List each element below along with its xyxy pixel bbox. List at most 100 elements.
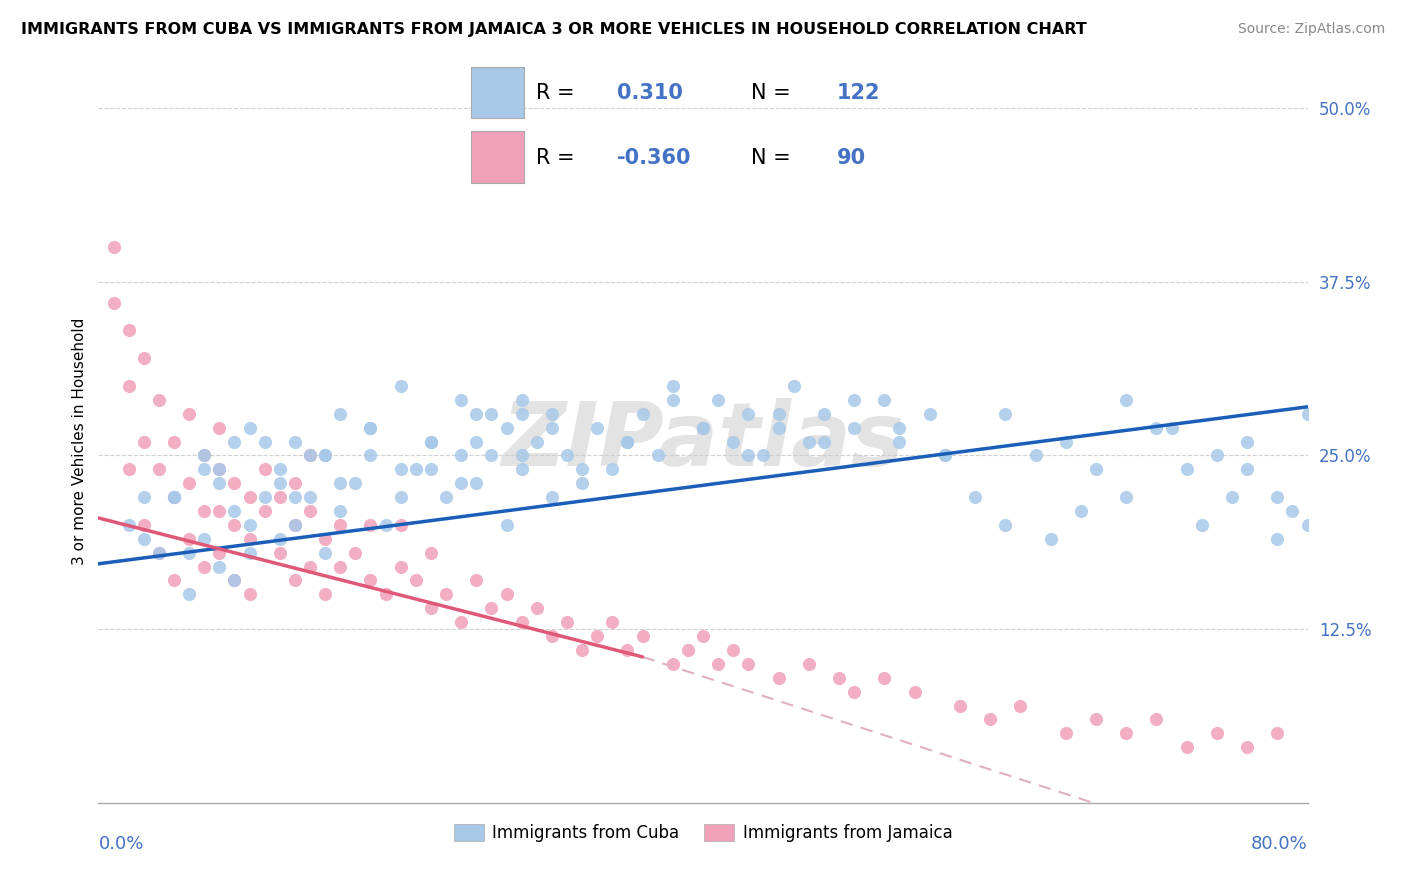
Point — [224, 517, 246, 532]
Point — [661, 657, 683, 671]
Point — [179, 546, 201, 560]
Point — [163, 490, 186, 504]
Point — [571, 462, 593, 476]
Point — [889, 420, 911, 434]
Point — [450, 392, 472, 407]
Point — [1070, 504, 1092, 518]
Point — [1160, 420, 1182, 434]
Point — [299, 504, 322, 518]
Point — [389, 559, 412, 574]
Point — [239, 587, 262, 601]
Point — [510, 392, 533, 407]
Point — [828, 671, 851, 685]
Legend: Immigrants from Cuba, Immigrants from Jamaica: Immigrants from Cuba, Immigrants from Ja… — [447, 817, 959, 848]
Point — [420, 434, 443, 449]
Point — [586, 629, 609, 643]
Point — [179, 532, 201, 546]
Point — [1175, 462, 1198, 476]
Point — [676, 643, 699, 657]
Point — [752, 449, 775, 463]
Point — [844, 392, 866, 407]
Point — [103, 295, 125, 310]
Point — [239, 532, 262, 546]
Point — [616, 434, 638, 449]
Point — [253, 490, 276, 504]
Point — [329, 476, 352, 491]
Point — [540, 629, 562, 643]
Point — [1115, 392, 1137, 407]
Point — [118, 323, 141, 337]
Point — [1191, 517, 1213, 532]
Point — [405, 462, 427, 476]
Point — [284, 434, 307, 449]
Point — [526, 434, 548, 449]
Point — [904, 684, 927, 698]
Point — [873, 392, 896, 407]
Point — [918, 407, 941, 421]
Point — [1236, 462, 1258, 476]
Point — [420, 462, 443, 476]
Point — [1267, 532, 1289, 546]
Point — [284, 490, 307, 504]
Text: ZIPatlas: ZIPatlas — [502, 398, 904, 485]
Point — [239, 546, 262, 560]
Point — [889, 434, 911, 449]
Point — [374, 517, 396, 532]
Point — [132, 532, 155, 546]
Point — [1085, 713, 1108, 727]
Point — [994, 517, 1017, 532]
Point — [979, 713, 1001, 727]
Point — [434, 490, 457, 504]
Point — [1010, 698, 1032, 713]
Point — [179, 407, 201, 421]
Point — [163, 490, 186, 504]
Point — [314, 449, 336, 463]
Point — [224, 574, 246, 588]
FancyBboxPatch shape — [471, 131, 524, 183]
Text: IMMIGRANTS FROM CUBA VS IMMIGRANTS FROM JAMAICA 3 OR MORE VEHICLES IN HOUSEHOLD : IMMIGRANTS FROM CUBA VS IMMIGRANTS FROM … — [21, 22, 1087, 37]
Point — [1296, 517, 1319, 532]
Point — [193, 504, 215, 518]
Point — [314, 546, 336, 560]
Point — [148, 546, 170, 560]
Point — [797, 657, 820, 671]
Point — [179, 476, 201, 491]
Point — [510, 615, 533, 630]
Point — [420, 601, 443, 615]
Point — [450, 615, 472, 630]
Point — [737, 449, 759, 463]
Text: 90: 90 — [837, 148, 866, 168]
Point — [949, 698, 972, 713]
Point — [193, 559, 215, 574]
Point — [510, 462, 533, 476]
Point — [934, 449, 956, 463]
Point — [465, 574, 488, 588]
Text: 0.0%: 0.0% — [98, 835, 143, 854]
Point — [253, 504, 276, 518]
Point — [420, 546, 443, 560]
Point — [737, 657, 759, 671]
Point — [768, 671, 790, 685]
Point — [284, 517, 307, 532]
Point — [1054, 726, 1077, 740]
Point — [1024, 449, 1046, 463]
Point — [344, 546, 367, 560]
Point — [555, 449, 578, 463]
Point — [768, 407, 790, 421]
Point — [844, 684, 866, 698]
Point — [934, 449, 956, 463]
Point — [269, 490, 291, 504]
Text: 0.310: 0.310 — [617, 84, 683, 103]
Point — [344, 476, 367, 491]
Point — [465, 434, 488, 449]
FancyBboxPatch shape — [471, 67, 524, 119]
Point — [616, 643, 638, 657]
Text: N =: N = — [751, 84, 790, 103]
Text: R =: R = — [536, 84, 574, 103]
Point — [965, 490, 987, 504]
Point — [1206, 726, 1229, 740]
Point — [239, 420, 262, 434]
Point — [602, 462, 624, 476]
Point — [450, 476, 472, 491]
Point — [813, 407, 835, 421]
